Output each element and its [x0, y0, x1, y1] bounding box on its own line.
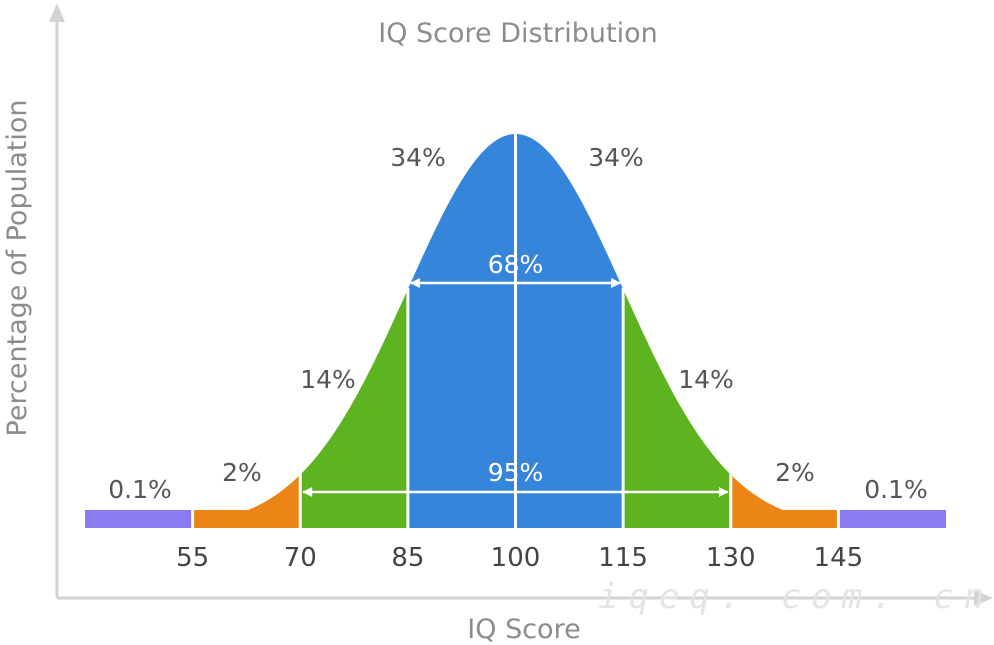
- x-tick-85: 85: [391, 543, 424, 573]
- span-label-1: 95%: [488, 458, 544, 487]
- band-label-5: 14%: [678, 365, 734, 394]
- x-tick-100: 100: [491, 543, 541, 573]
- band-label-1: 2%: [222, 458, 262, 487]
- band-labels: 0.1% 2% 14% 34% 34% 14% 2% 0.1%: [108, 143, 928, 504]
- band-label-2: 14%: [300, 365, 356, 394]
- x-tick-55: 55: [176, 543, 209, 573]
- axes: [49, 3, 993, 606]
- x-tick-130: 130: [706, 543, 756, 573]
- x-axis-arrowhead: [974, 590, 993, 606]
- y-axis-arrowhead: [49, 3, 65, 22]
- span-label-0: 68%: [488, 250, 544, 279]
- band-label-3: 34%: [390, 143, 446, 172]
- x-tick-115: 115: [598, 543, 648, 573]
- band-label-6: 2%: [775, 458, 815, 487]
- band-area-4: [515, 134, 624, 528]
- band-area-7: [838, 510, 946, 528]
- band-label-4: 34%: [588, 143, 644, 172]
- watermark-text: iqeq. com. cn: [598, 577, 994, 617]
- band-area-2: [300, 289, 408, 528]
- y-axis-label: Percentage of Population: [2, 100, 33, 437]
- band-label-7: 0.1%: [864, 475, 928, 504]
- x-tick-70: 70: [284, 543, 317, 573]
- distribution-bands: [85, 134, 946, 528]
- x-axis-label: IQ Score: [467, 614, 580, 645]
- band-area-1: [192, 474, 301, 528]
- band-area-5: [623, 289, 731, 528]
- x-tick-145: 145: [814, 543, 864, 573]
- band-label-0: 0.1%: [108, 475, 172, 504]
- band-area-3: [407, 134, 516, 528]
- span-arrows: 68% 95%: [302, 250, 729, 497]
- band-area-6: [730, 474, 839, 528]
- x-tick-labels: 55 70 85 100 115 130 145: [176, 543, 863, 573]
- band-area-0: [85, 510, 193, 528]
- chart-title: IQ Score Distribution: [378, 18, 658, 49]
